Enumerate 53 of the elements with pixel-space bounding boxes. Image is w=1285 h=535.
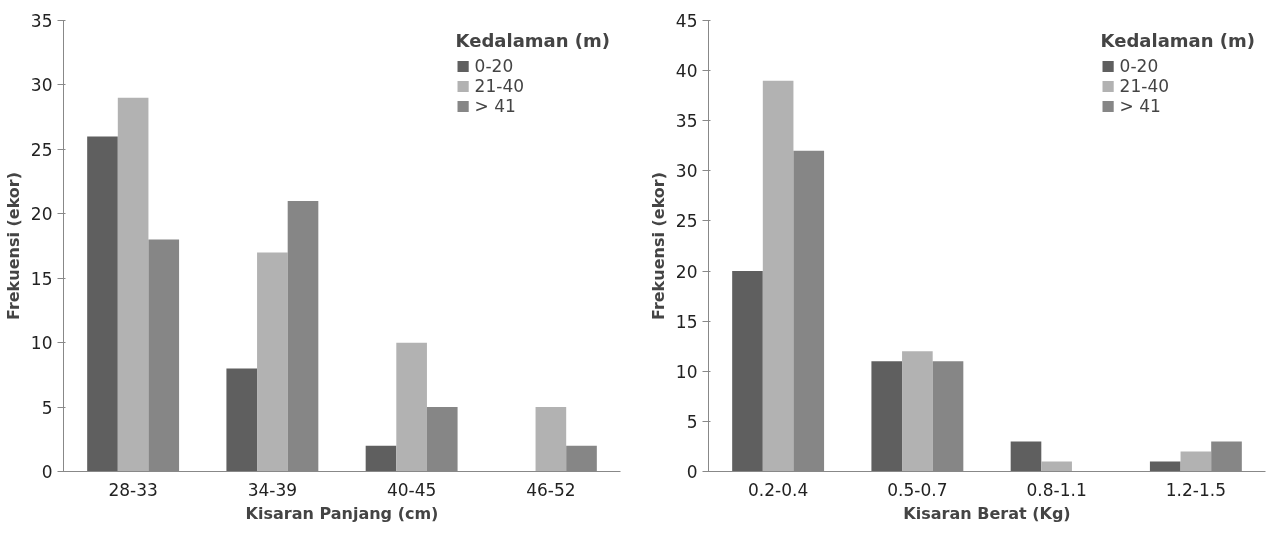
bar [1149, 461, 1181, 472]
y-tick-label: 0 [686, 462, 698, 482]
y-tick-label: 25 [30, 139, 53, 160]
y-tick-label: 15 [675, 311, 698, 332]
y-tick-label: 5 [41, 397, 53, 418]
bar [762, 80, 794, 472]
bar [1180, 451, 1212, 472]
y-tick-label: 30 [675, 161, 698, 182]
y-tick-label: 25 [675, 211, 698, 232]
bar [365, 445, 397, 472]
x-tick-label: 0.5-0.7 [887, 479, 948, 500]
y-tick-label: 20 [30, 204, 53, 225]
y-tick-label: 35 [675, 111, 698, 132]
x-tick-label: 0.8-1.1 [1026, 479, 1087, 500]
bar [732, 271, 763, 472]
x-tick-label: 28-33 [108, 479, 158, 500]
x-tick-label: 40-45 [386, 479, 437, 500]
bar [396, 342, 427, 472]
bar [1041, 461, 1072, 472]
bar [257, 252, 288, 472]
x-axis-title: Kisaran Berat (Kg) [903, 503, 1071, 523]
y-tick-label: 15 [30, 268, 53, 289]
y-tick-label: 30 [30, 75, 53, 96]
y-tick-label: 20 [675, 261, 698, 282]
legend-label: 0-20 [1119, 56, 1159, 76]
legend-label: 0-20 [474, 56, 514, 76]
y-tick-label: 10 [675, 361, 698, 382]
y-tick-label: 10 [30, 333, 53, 354]
y-tick-label: 45 [675, 11, 698, 31]
x-tick-label: 46-52 [526, 479, 576, 500]
legend-label: 21-40 [1119, 76, 1170, 96]
legend-title: Kedalaman (m) [1100, 30, 1255, 51]
y-axis-title: Frekuensi (ekor) [648, 171, 668, 321]
bar [902, 351, 933, 472]
bar [871, 361, 903, 472]
bar [226, 368, 258, 472]
legend-title: Kedalaman (m) [455, 30, 610, 51]
y-tick-label: 35 [30, 11, 53, 31]
x-tick-label: 0.2-0.4 [748, 479, 809, 500]
bar [1010, 441, 1042, 472]
x-tick-label: 1.2-1.5 [1165, 479, 1226, 500]
y-tick-label: 0 [41, 462, 53, 482]
legend-label: > 41 [1119, 96, 1161, 116]
bar [535, 407, 567, 472]
x-axis-title: Kisaran Panjang (cm) [245, 503, 439, 523]
legend-label: > 41 [474, 96, 516, 116]
x-tick-label: 34-39 [247, 479, 298, 500]
y-axis-title: Frekuensi (ekor) [3, 171, 23, 321]
legend-label: 21-40 [474, 76, 525, 96]
bar [117, 97, 149, 472]
bar [87, 136, 118, 472]
y-tick-label: 5 [686, 411, 698, 432]
y-tick-label: 40 [675, 61, 698, 82]
